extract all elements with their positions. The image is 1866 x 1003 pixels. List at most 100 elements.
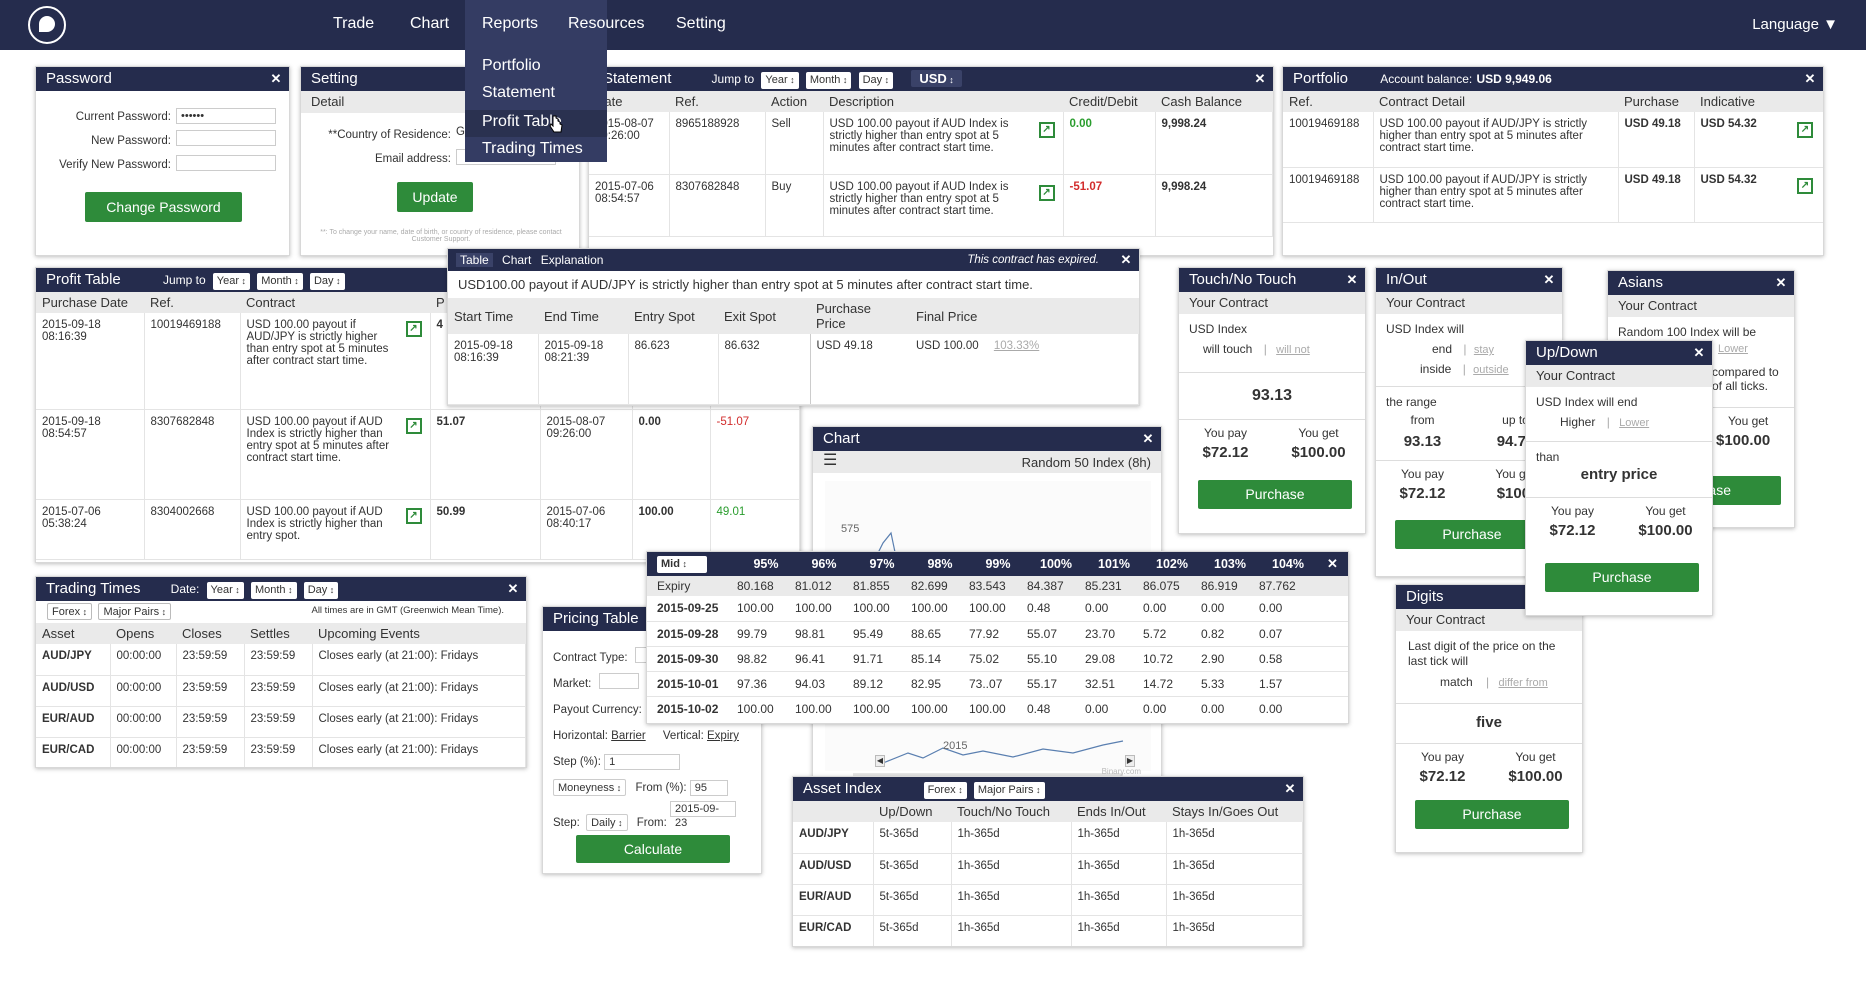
vertical-value[interactable]: Expiry (707, 730, 739, 742)
menu-item-statement[interactable]: Statement (482, 84, 555, 101)
inside-option[interactable]: inside (1420, 362, 1452, 376)
table-row[interactable]: AUD/JPY 5t-365d 1h-365d 1h-365d 1h-365d (793, 822, 1303, 854)
currency-select[interactable]: USD (911, 70, 962, 87)
open-contract-icon[interactable]: ↗ (405, 417, 422, 434)
step-pct-field[interactable]: 1 (604, 754, 681, 770)
open-contract-icon[interactable]: ↗ (1038, 184, 1055, 201)
change-password-button[interactable]: Change Password (85, 192, 242, 222)
submarket-select[interactable]: Major Pairs (973, 782, 1045, 799)
lower-option[interactable]: Lower (1619, 417, 1650, 429)
will-not-option[interactable]: will not (1276, 344, 1310, 356)
will-touch-option[interactable]: will touch (1203, 342, 1253, 356)
close-icon[interactable]: ✕ (270, 71, 282, 86)
barrier-value[interactable]: 93.13 (1179, 372, 1365, 405)
stay-option[interactable]: stay (1473, 344, 1495, 356)
table-row[interactable]: EUR/AUD 00:00:00 23:59:59 23:59:59 Closes ea… (36, 706, 526, 738)
verify-password-field[interactable] (176, 155, 276, 171)
end-option[interactable]: end (1432, 342, 1453, 356)
market-select[interactable]: Forex (923, 782, 967, 799)
day-select[interactable]: Day (309, 273, 345, 290)
nav-resources[interactable]: Resources (568, 15, 645, 32)
mid-select[interactable]: Mid (657, 555, 707, 573)
digit-value[interactable]: five (1396, 703, 1582, 731)
menu-item-profit-table[interactable]: Profit Table (465, 110, 607, 137)
calculate-button[interactable]: Calculate (576, 835, 730, 863)
close-icon[interactable]: ✕ (1284, 781, 1296, 796)
cell-events: Closes early (at 21:00): Fridays (312, 737, 526, 767)
scroll-right-icon[interactable]: ▶ (1125, 755, 1135, 767)
step-select[interactable]: Daily (586, 814, 628, 831)
day-select[interactable]: Day (858, 72, 894, 89)
higher-option[interactable]: Higher (1560, 415, 1596, 429)
open-contract-icon[interactable]: ↗ (1797, 122, 1813, 138)
menu-item-portfolio[interactable]: Portfolio (482, 57, 541, 74)
table-row[interactable]: 2015-08-07 09:26:00 8965188928 Sell USD … (589, 112, 1273, 175)
match-option[interactable]: match (1440, 675, 1473, 689)
open-contract-icon[interactable]: ↗ (1038, 122, 1055, 138)
day-select[interactable]: Day (303, 582, 339, 599)
current-password-field[interactable]: •••••• (176, 108, 276, 124)
open-contract-icon[interactable]: ↗ (1797, 177, 1813, 194)
close-icon[interactable]: ✕ (1346, 272, 1358, 287)
close-icon[interactable]: ✕ (1120, 252, 1132, 267)
horizontal-value[interactable]: Barrier (611, 730, 646, 742)
close-icon[interactable]: ✕ (507, 581, 519, 596)
from-pct-field[interactable]: 95 (689, 780, 728, 796)
menu-item-trading-times[interactable]: Trading Times (482, 140, 583, 157)
lower-option[interactable]: Lower (1718, 343, 1748, 355)
nav-setting[interactable]: Setting (676, 15, 726, 32)
table-row[interactable]: EUR/CAD 5t-365d 1h-365d 1h-365d 1h-365d (793, 915, 1303, 946)
close-icon[interactable]: ✕ (1804, 71, 1816, 86)
table-row[interactable]: EUR/CAD 00:00:00 23:59:59 23:59:59 Closes ea… (36, 737, 526, 767)
close-icon[interactable]: ✕ (1142, 431, 1154, 446)
logo-icon[interactable] (28, 6, 66, 44)
outside-option[interactable]: outside (1473, 364, 1509, 376)
scroll-left-icon[interactable]: ◀ (875, 755, 885, 767)
purchase-button[interactable]: Purchase (1198, 480, 1352, 509)
update-button[interactable]: Update (397, 182, 473, 212)
from-value[interactable]: 93.13 (1403, 433, 1442, 450)
open-contract-icon[interactable]: ↗ (405, 507, 422, 524)
menu-icon[interactable]: ☰ (823, 452, 838, 469)
open-contract-icon[interactable]: ↗ (405, 321, 422, 337)
tab-table[interactable]: Table (456, 253, 493, 267)
table-row[interactable]: AUD/USD 00:00:00 23:59:59 23:59:59 Closes ea… (36, 675, 526, 707)
differ-option[interactable]: differ from (1498, 677, 1548, 689)
moneyness-select[interactable]: Moneyness (553, 779, 627, 796)
close-icon[interactable]: ✕ (1327, 556, 1338, 571)
month-select[interactable]: Month (257, 273, 303, 290)
entry-price-value[interactable]: entry price (1580, 466, 1658, 483)
table-row[interactable]: 10019469188 USD 100.00 payout if AUD/JPY… (1283, 167, 1823, 223)
table-row[interactable]: 2015-09-18 08:54:57 8307682848 USD 100.0… (36, 409, 800, 500)
month-select[interactable]: Month (805, 72, 852, 89)
market-select[interactable]: Forex (47, 603, 93, 620)
tab-chart[interactable]: Chart (502, 253, 532, 267)
month-select[interactable]: Month (250, 582, 297, 599)
nav-chart[interactable]: Chart (410, 15, 450, 32)
nav-reports[interactable]: Reports (482, 15, 539, 32)
year-select[interactable]: Year (206, 582, 244, 599)
table-row[interactable]: AUD/USD 5t-365d 1h-365d 1h-365d 1h-365d (793, 853, 1303, 885)
table-row[interactable]: 10019469188 USD 100.00 payout if AUD/JPY… (1283, 112, 1823, 168)
close-icon[interactable]: ✕ (1693, 345, 1705, 360)
year-select[interactable]: Year (761, 72, 799, 89)
purchase-button[interactable]: Purchase (1395, 520, 1549, 549)
language-selector[interactable]: Language ▼ (1752, 16, 1838, 33)
table-row[interactable]: EUR/AUD 5t-365d 1h-365d 1h-365d 1h-365d (793, 884, 1303, 916)
submarket-select[interactable]: Major Pairs (98, 603, 172, 620)
year-select[interactable]: Year (212, 273, 251, 290)
new-password-field[interactable] (176, 130, 276, 146)
nav-trade[interactable]: Trade (333, 15, 375, 32)
purchase-button[interactable]: Purchase (1415, 800, 1569, 829)
close-icon[interactable]: ✕ (1775, 275, 1787, 290)
tab-explanation[interactable]: Explanation (540, 253, 604, 267)
from-field[interactable]: 2015-09-23 (669, 801, 736, 829)
purchase-button[interactable]: Purchase (1545, 563, 1699, 592)
table-row[interactable]: 2015-07-06 05:38:24 8304002668 USD 100.0… (36, 499, 800, 560)
table-row[interactable]: 2015-07-06 08:54:57 8307682848 Buy USD 1… (589, 174, 1273, 237)
table-row[interactable]: AUD/JPY 00:00:00 23:59:59 23:59:59 Closes ea… (36, 644, 526, 676)
close-icon[interactable]: ✕ (1543, 272, 1555, 287)
close-icon[interactable]: ✕ (1254, 71, 1266, 86)
upto-value[interactable]: 94.73 (1496, 433, 1535, 450)
market-select[interactable] (599, 673, 639, 689)
